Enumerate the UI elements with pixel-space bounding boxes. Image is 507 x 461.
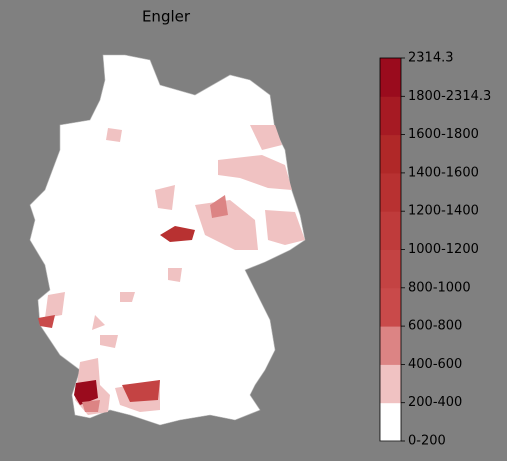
region — [218, 155, 292, 190]
region — [160, 226, 195, 242]
region — [100, 335, 118, 348]
colorbar-label: 0-200 — [408, 434, 446, 449]
colorbar-segment — [380, 326, 401, 365]
colorbar-segment — [380, 287, 401, 327]
regions-strong — [38, 195, 228, 412]
colorbar-label: 400-600 — [408, 357, 462, 372]
map-title: Engler — [142, 8, 191, 26]
colorbar-label: 1600-1800 — [408, 127, 479, 142]
region — [74, 380, 98, 405]
region — [82, 400, 100, 412]
colorbar-segment — [380, 249, 401, 289]
region — [265, 210, 305, 245]
colorbar-segment — [380, 134, 401, 174]
colorbar-label: 600-800 — [408, 319, 462, 334]
colorbar-segment — [380, 402, 401, 442]
colorbar-label: 2314.3 — [408, 51, 454, 66]
region — [210, 195, 228, 218]
region — [106, 128, 122, 142]
region — [38, 315, 55, 328]
colorbar: 0-200 200-400 400-600 600-800 800-1000 1000-1… — [379, 51, 491, 449]
colorbar-label: 800-1000 — [408, 280, 471, 295]
colorbar-segment — [380, 96, 401, 136]
colorbar-segment — [380, 172, 401, 212]
region — [45, 292, 65, 318]
colorbar-label: 1000-1200 — [408, 242, 479, 257]
colorbar-label: 200-400 — [408, 395, 462, 410]
region — [168, 268, 182, 282]
colorbar-segment — [380, 364, 401, 404]
colorbar-label: 1800-2314.3 — [408, 89, 491, 104]
region — [122, 380, 160, 402]
colorbar-segment — [380, 211, 401, 250]
region — [120, 292, 135, 302]
colorbar-label: 1400-1600 — [408, 165, 479, 180]
colorbar-label: 1200-1400 — [408, 204, 479, 219]
region — [250, 125, 282, 150]
region — [195, 200, 258, 250]
colorbar-segment — [380, 58, 401, 97]
map — [29, 54, 306, 426]
region — [155, 185, 175, 210]
region — [92, 315, 105, 330]
